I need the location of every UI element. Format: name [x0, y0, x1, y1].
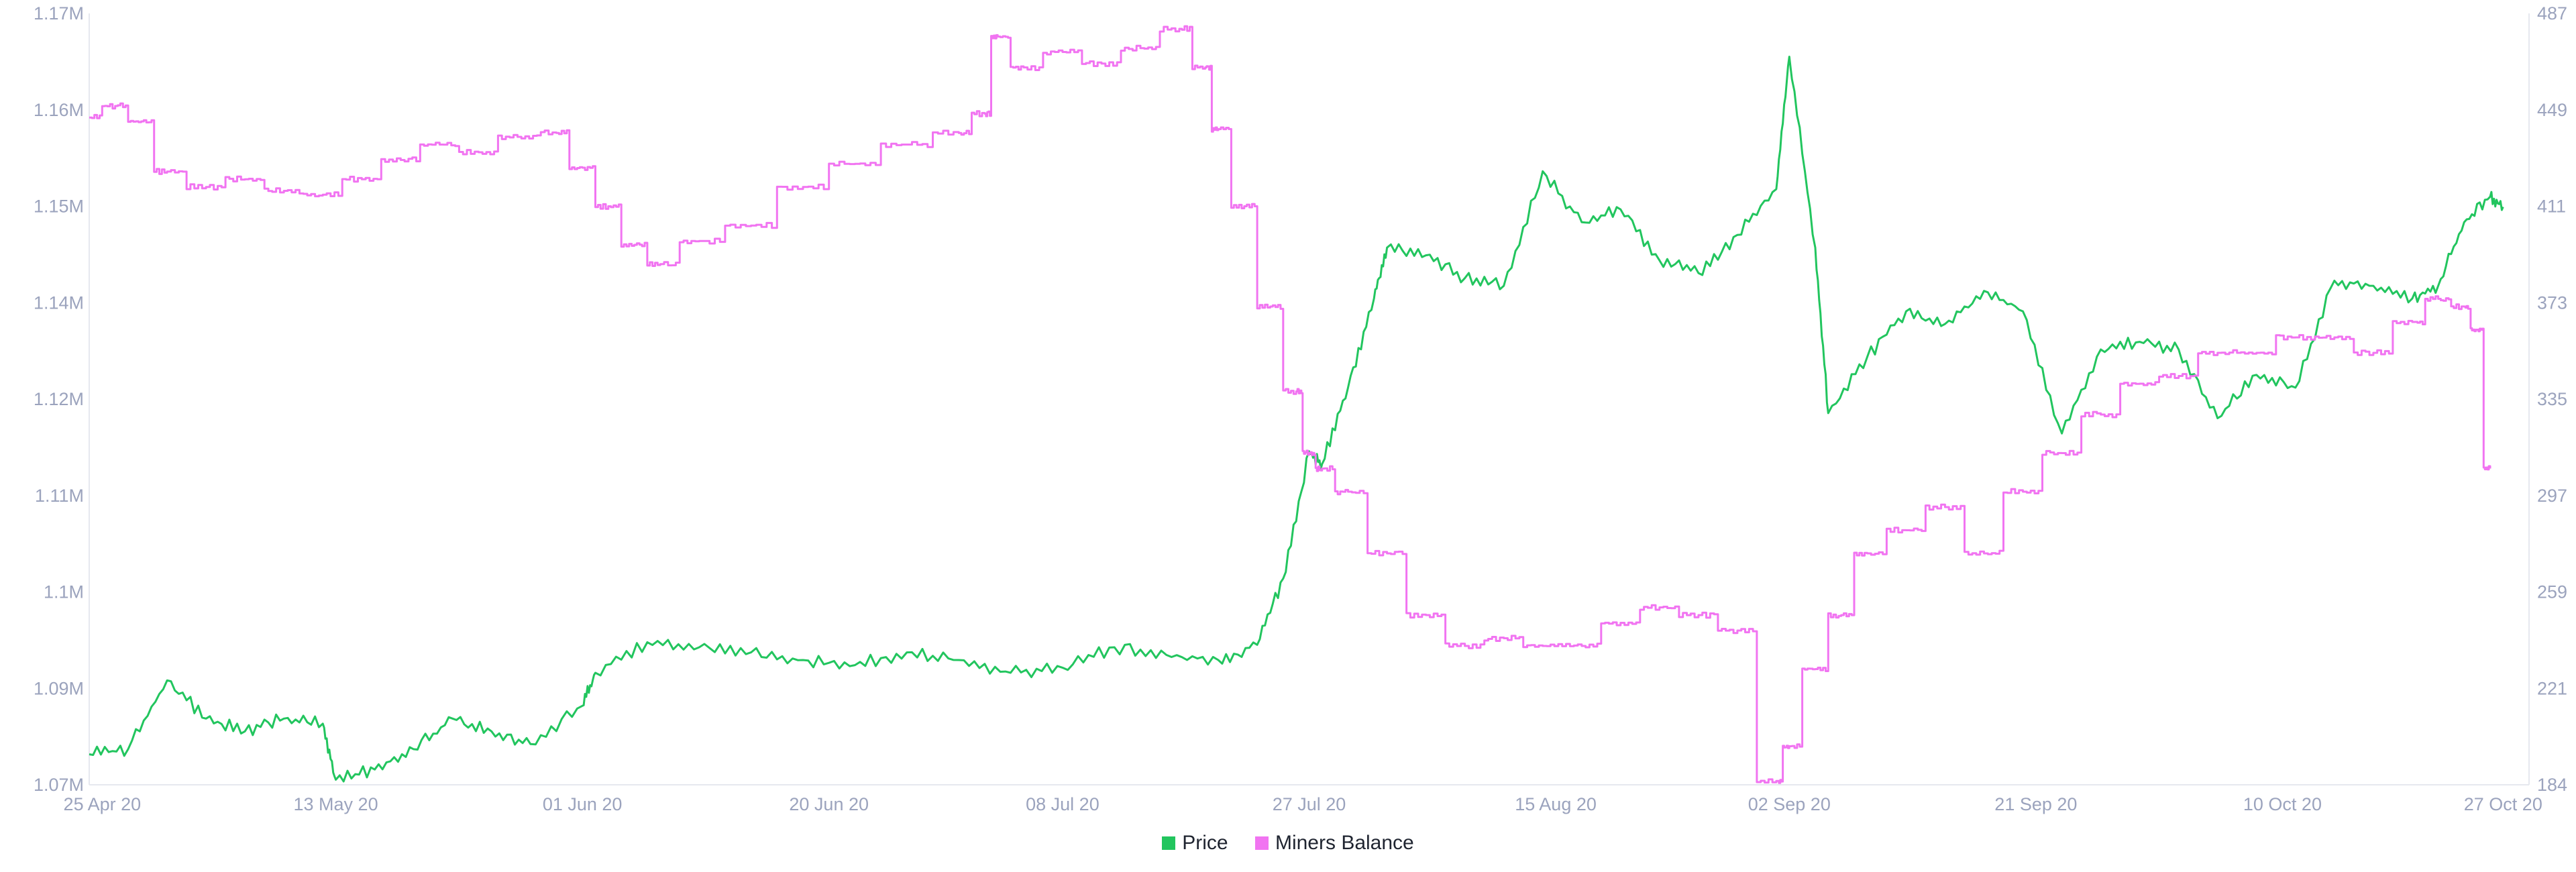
x-tick-label: 27 Oct 20: [2464, 794, 2542, 814]
y-left-tick-label: 1.11M: [35, 486, 84, 506]
legend: Price Miners Balance: [0, 832, 2576, 855]
series-lines: [89, 25, 2504, 784]
x-tick-label: 25 Apr 20: [64, 794, 142, 814]
x-tick-label: 01 Jun 20: [543, 794, 623, 814]
legend-item-miners-balance[interactable]: Miners Balance: [1254, 832, 1414, 855]
legend-label-price: Price: [1182, 832, 1228, 854]
legend-label-miners-balance: Miners Balance: [1275, 832, 1414, 854]
x-axis-ticks: 25 Apr 20 13 May 20 01 Jun 20 20 Jun 20 08 J…: [64, 794, 2542, 814]
y-left-tick-label: 1.1M: [44, 582, 84, 602]
legend-swatch-miners-balance: [1254, 836, 1269, 850]
y-right-tick-label: 259: [2537, 582, 2567, 602]
x-tick-label: 08 Jul 20: [1026, 794, 1099, 814]
legend-item-price[interactable]: Price: [1162, 832, 1228, 855]
y-right-tick-label: 221: [2537, 678, 2567, 698]
y-axis-right: 184 221 259 297 335 373 411 449 487: [2537, 3, 2567, 795]
legend-swatch-price: [1162, 836, 1176, 850]
y-left-tick-label: 1.17M: [34, 3, 84, 23]
x-tick-label: 13 May 20: [294, 794, 378, 814]
y-right-tick-label: 487: [2537, 3, 2567, 23]
y-left-tick-label: 1.14M: [34, 292, 84, 313]
y-left-tick-label: 1.15M: [34, 197, 84, 217]
x-tick-label: 20 Jun 20: [789, 794, 869, 814]
y-right-tick-label: 449: [2537, 100, 2567, 120]
x-tick-label: 02 Sep 20: [1748, 794, 1831, 814]
y-left-tick-label: 1.12M: [34, 389, 84, 409]
y-axis-left: 1.07M 1.09M 1.1M 1.11M 1.12M 1.14M 1.15M 1.16M 1…: [34, 3, 84, 795]
y-left-tick-label: 1.09M: [34, 678, 84, 698]
y-left-tick-label: 1.16M: [34, 100, 84, 120]
y-right-tick-label: 184: [2537, 775, 2567, 795]
series-line-price: [89, 56, 2504, 783]
x-tick-label: 27 Jul 20: [1273, 794, 1346, 814]
y-right-tick-label: 297: [2537, 486, 2567, 506]
x-tick-label: 21 Sep 20: [1994, 794, 2077, 814]
y-right-tick-label: 335: [2537, 389, 2567, 409]
gridlines: [89, 13, 2530, 785]
y-left-tick-label: 1.07M: [34, 775, 84, 795]
y-right-tick-label: 373: [2537, 292, 2567, 313]
series-line-miners-balance: [89, 25, 2491, 784]
x-tick-label: 15 Aug 20: [1515, 794, 1597, 814]
y-right-tick-label: 411: [2537, 197, 2566, 217]
x-tick-label: 10 Oct 20: [2243, 794, 2322, 814]
